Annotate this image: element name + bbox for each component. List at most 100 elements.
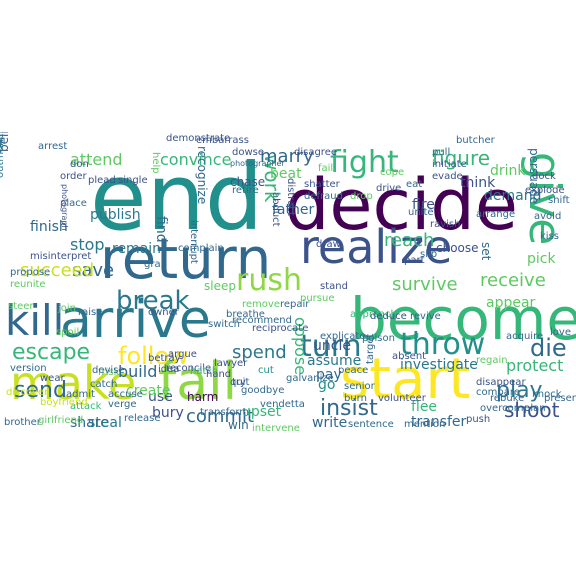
- word-kiss: kiss: [540, 231, 559, 242]
- word-arrive: arrive: [60, 290, 211, 350]
- word-eat: eat: [406, 179, 423, 190]
- word-love: love: [550, 327, 571, 338]
- word-lawyer: lawyer: [214, 358, 248, 369]
- word-create: create: [126, 383, 171, 399]
- word-kill: kill: [5, 296, 65, 345]
- word-throw: throw: [400, 327, 486, 362]
- word-transform: transform: [200, 407, 250, 418]
- word-avoid: avoid: [534, 211, 562, 222]
- word-quit: quit: [230, 377, 250, 388]
- word-photograph: photograph: [60, 184, 69, 231]
- word-stand: stand: [320, 281, 348, 292]
- word-rebuke: rebuke: [490, 393, 525, 404]
- word-senior: senior: [344, 381, 375, 392]
- word-reach: reach: [384, 230, 435, 251]
- word-girlfriend: girlfriend: [38, 415, 84, 426]
- word-fail: fail: [318, 163, 334, 174]
- word-embarrass: embarrass: [196, 135, 249, 146]
- word-raise: raise: [78, 307, 103, 318]
- word-chase: chase: [230, 175, 266, 189]
- word-publish: publish: [90, 207, 141, 223]
- word-cope: cope: [380, 167, 405, 178]
- word-arrange: arrange: [476, 209, 516, 220]
- word-spoil: spoil: [56, 327, 80, 338]
- word-send: send: [14, 378, 67, 403]
- word-fire: fire: [412, 197, 435, 213]
- word-flee: flee: [411, 399, 438, 415]
- word-poison: poison: [362, 333, 395, 344]
- word-assume: assume: [307, 353, 362, 369]
- word-decide: decide: [285, 164, 518, 246]
- word-evade: evade: [432, 171, 463, 182]
- word-grab: grab: [144, 259, 167, 270]
- word-frisk: frisk: [98, 367, 120, 378]
- word-become: become: [350, 285, 576, 353]
- word-intervene: intervene: [252, 423, 300, 434]
- word-pull: pull: [432, 147, 451, 158]
- word-arrest: arrest: [38, 141, 68, 152]
- word-regain: regain: [476, 355, 508, 366]
- word-argue: argue: [168, 349, 197, 360]
- word-sentence: sentence: [348, 419, 394, 430]
- word-peace: peace: [338, 365, 369, 376]
- word-pursue: pursue: [300, 293, 335, 304]
- word-explicate: explicate: [320, 331, 366, 342]
- word-present: present: [544, 393, 576, 404]
- word-draw: draw: [316, 239, 341, 250]
- word-hand: hand: [206, 369, 232, 380]
- word-brother: brother: [4, 417, 41, 428]
- word-choose: choose: [436, 241, 479, 255]
- word-recognize: recognize: [195, 146, 209, 205]
- word-part: part: [404, 255, 425, 266]
- word-disagree: disagree: [294, 147, 338, 158]
- word-plan: plan: [524, 403, 546, 414]
- word-attack: attack: [70, 401, 102, 412]
- word-turn: turn: [300, 329, 362, 364]
- word-catch: catch: [90, 379, 118, 390]
- word-think: think: [460, 175, 496, 191]
- word-slip: slip: [420, 249, 438, 260]
- word-finish: finish: [30, 219, 68, 235]
- word-escape: escape: [12, 340, 91, 365]
- word-accuse: accuse: [108, 389, 143, 400]
- word-admit: admit: [66, 389, 95, 400]
- word-owner: owner: [148, 307, 179, 318]
- word-play: play: [496, 378, 543, 403]
- word-share: share: [70, 415, 109, 431]
- word-dock: dock: [532, 171, 556, 182]
- word-go: go: [318, 377, 336, 393]
- word-idea: idea: [158, 364, 180, 375]
- word-return: return: [100, 227, 272, 292]
- word-save: save: [72, 260, 115, 281]
- word-photographer: photographer: [230, 159, 285, 168]
- word-mention: mention: [404, 419, 446, 430]
- word-succeed: succeed: [20, 260, 95, 281]
- word-die: die: [530, 334, 567, 362]
- word-realize: realize: [300, 220, 453, 274]
- word-drink: drink: [490, 163, 526, 179]
- word-insist: insist: [320, 396, 378, 421]
- word-uncle: uncle: [313, 338, 351, 354]
- word-harm: harm: [187, 390, 219, 404]
- word-burn: burn: [344, 393, 367, 404]
- word-protect: protect: [506, 356, 564, 375]
- word-plead: plead: [88, 175, 116, 186]
- word-ravish: ravish: [430, 219, 461, 230]
- word-shift: shift: [548, 195, 570, 206]
- word-start: start: [340, 347, 471, 412]
- word-distract: distract: [285, 178, 296, 216]
- word-give: give: [519, 152, 570, 246]
- word-absent: absent: [392, 351, 427, 362]
- word-build: build: [118, 362, 158, 381]
- word-join: join: [58, 303, 77, 314]
- word-approach: approach: [350, 309, 397, 320]
- word-oppose: oppose: [291, 317, 310, 376]
- word-repair: repair: [280, 299, 310, 310]
- word-demand: demand: [484, 188, 542, 204]
- word-push: push: [466, 414, 491, 425]
- word-retire: retire: [232, 185, 259, 196]
- word-acquire: acquire: [506, 331, 544, 342]
- word-switch: switch: [208, 319, 240, 330]
- word-discover: discover: [6, 387, 49, 398]
